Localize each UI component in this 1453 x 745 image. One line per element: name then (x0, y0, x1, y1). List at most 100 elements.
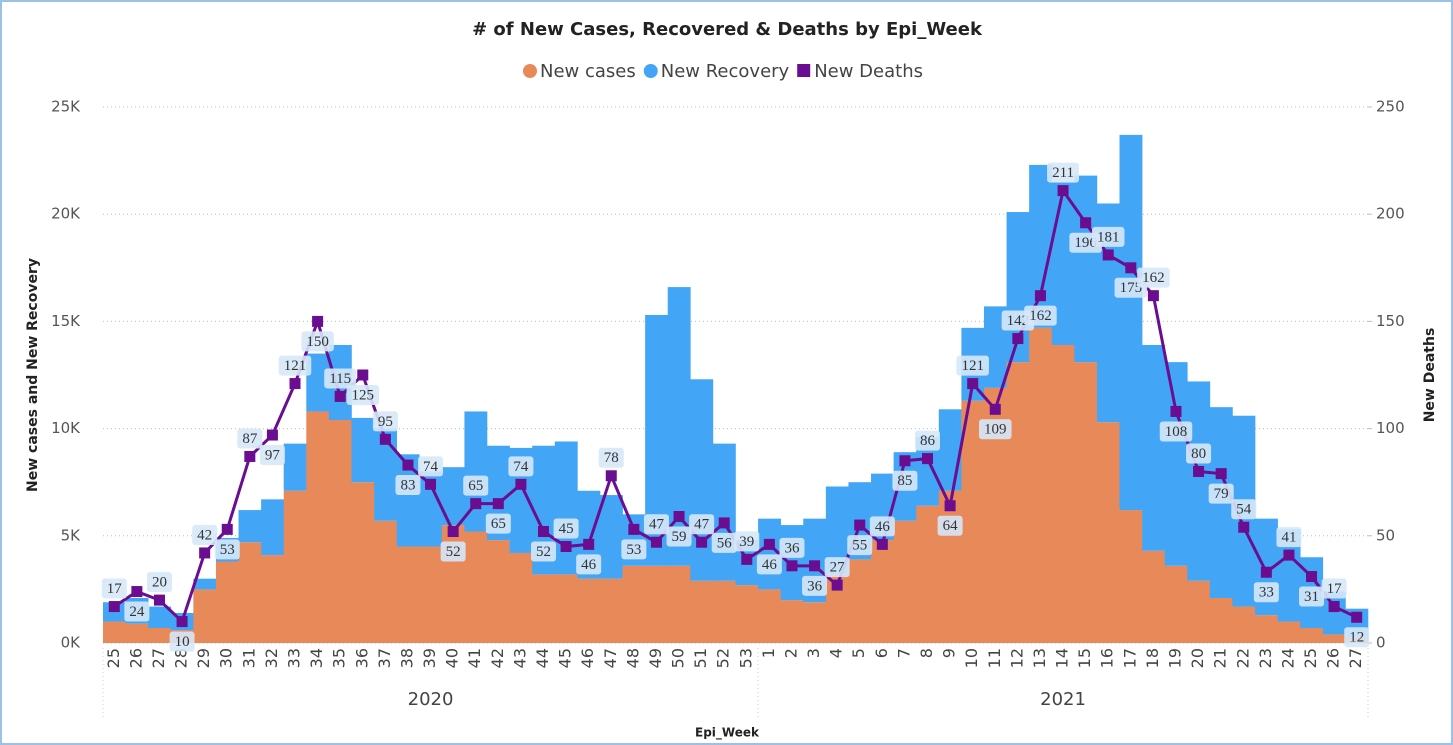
x-tick-label: 26 (126, 648, 145, 668)
data-label-bg (847, 535, 873, 556)
line-marker (1238, 521, 1250, 533)
line-marker (899, 455, 911, 467)
legend-swatch (523, 64, 537, 78)
data-label-bg (643, 514, 669, 535)
data-label: 87 (242, 431, 258, 447)
data-label: 86 (920, 433, 936, 449)
y-tick-label: 15K (51, 312, 81, 330)
x-tick-label: 18 (1143, 648, 1162, 668)
data-label-bg (1299, 586, 1325, 607)
x-tick-label: 23 (1256, 648, 1275, 668)
line-marker (379, 433, 391, 445)
bar-segment (735, 585, 759, 643)
bar-segment (938, 409, 962, 491)
y-tick-label: 10K (51, 419, 81, 437)
legend-item: New Recovery (643, 61, 790, 82)
data-label: 52 (536, 544, 551, 560)
legend-label: New Deaths (814, 61, 923, 82)
bar-segment (577, 578, 601, 643)
bar-segment (599, 495, 623, 579)
bar-segment (1119, 134, 1143, 511)
legend: New cases New Recovery New Deaths (523, 61, 923, 82)
data-label: 20 (152, 575, 167, 591)
bar-segment (916, 437, 940, 506)
bar-segment (396, 546, 420, 643)
data-label-bg (869, 516, 895, 537)
x-tick-label: 44 (533, 648, 552, 668)
data-label-bg (463, 475, 489, 496)
data-label-bg (124, 601, 150, 622)
x-axis-title: Epi_Week (695, 726, 760, 741)
data-label-bg (576, 554, 602, 575)
data-label: 31 (1304, 589, 1319, 605)
line-marker (492, 498, 504, 510)
data-label-bg (915, 430, 941, 451)
x-tick-label: 5 (849, 648, 868, 658)
x-group-label: 2021 (1040, 689, 1086, 710)
line-marker (266, 429, 278, 441)
x-tick-label: 43 (510, 648, 529, 668)
x-tick-label: 52 (714, 648, 733, 668)
bar-segment (509, 552, 533, 643)
data-label: 12 (1349, 630, 1364, 646)
data-label-bg (711, 532, 737, 553)
x-tick-label: 10 (962, 648, 981, 668)
data-label-bg (1159, 421, 1193, 442)
x-tick-label: 49 (646, 648, 665, 668)
bar-segment (554, 441, 578, 575)
data-label-bg (372, 411, 398, 432)
line-marker (334, 390, 346, 402)
line-marker (425, 478, 437, 490)
bar-segment (1074, 362, 1098, 643)
x-tick-label: 46 (578, 648, 597, 668)
data-label-bg (1231, 499, 1257, 520)
bar-segment (667, 287, 691, 566)
data-label-bg (485, 513, 511, 534)
data-label-bg (979, 419, 1012, 440)
legend-swatch (643, 64, 658, 78)
bar-segment (1300, 627, 1324, 643)
bar-segment (825, 574, 849, 643)
data-label-bg (1344, 627, 1370, 648)
x-tick-label: 27 (149, 648, 168, 668)
bar-segment (148, 606, 172, 628)
data-label: 80 (1191, 446, 1206, 462)
line-marker (1102, 249, 1114, 261)
data-label-bg (779, 537, 805, 558)
line-marker (1283, 549, 1295, 561)
x-tick-label: 11 (985, 648, 1004, 668)
line-marker (1170, 405, 1182, 417)
x-tick-label: 35 (330, 648, 349, 668)
data-label: 150 (306, 334, 329, 350)
data-label: 27 (830, 560, 846, 576)
bar-segment (238, 510, 262, 543)
bar-segment (622, 565, 646, 643)
data-label: 95 (378, 414, 393, 430)
data-label-bg (666, 526, 692, 547)
bar-segment (1255, 615, 1278, 643)
bar-segment (916, 505, 940, 643)
x-tick-label: 37 (375, 648, 394, 668)
data-label-bg (169, 631, 195, 652)
x-tick-label: 30 (217, 648, 236, 668)
data-label: 59 (672, 529, 687, 545)
x-tick-label: 40 (443, 648, 462, 668)
bar-segment (283, 490, 307, 643)
data-label: 46 (762, 557, 778, 573)
line-marker (1012, 333, 1024, 345)
bar-segment (261, 499, 285, 556)
line-marker (1147, 290, 1159, 302)
data-label: 121 (284, 358, 307, 374)
bar-segment (193, 589, 217, 643)
bar-segment (1232, 606, 1256, 643)
data-label-bg (214, 539, 240, 560)
x-tick-label: 16 (1098, 648, 1117, 668)
data-label: 54 (1236, 502, 1252, 518)
x-tick-label: 13 (1030, 648, 1049, 668)
data-label: 83 (400, 477, 415, 493)
data-label: 85 (897, 473, 912, 489)
legend-swatch (797, 64, 811, 77)
data-label-bg (237, 428, 263, 449)
line-marker (741, 553, 753, 565)
data-label-bg (892, 470, 918, 491)
